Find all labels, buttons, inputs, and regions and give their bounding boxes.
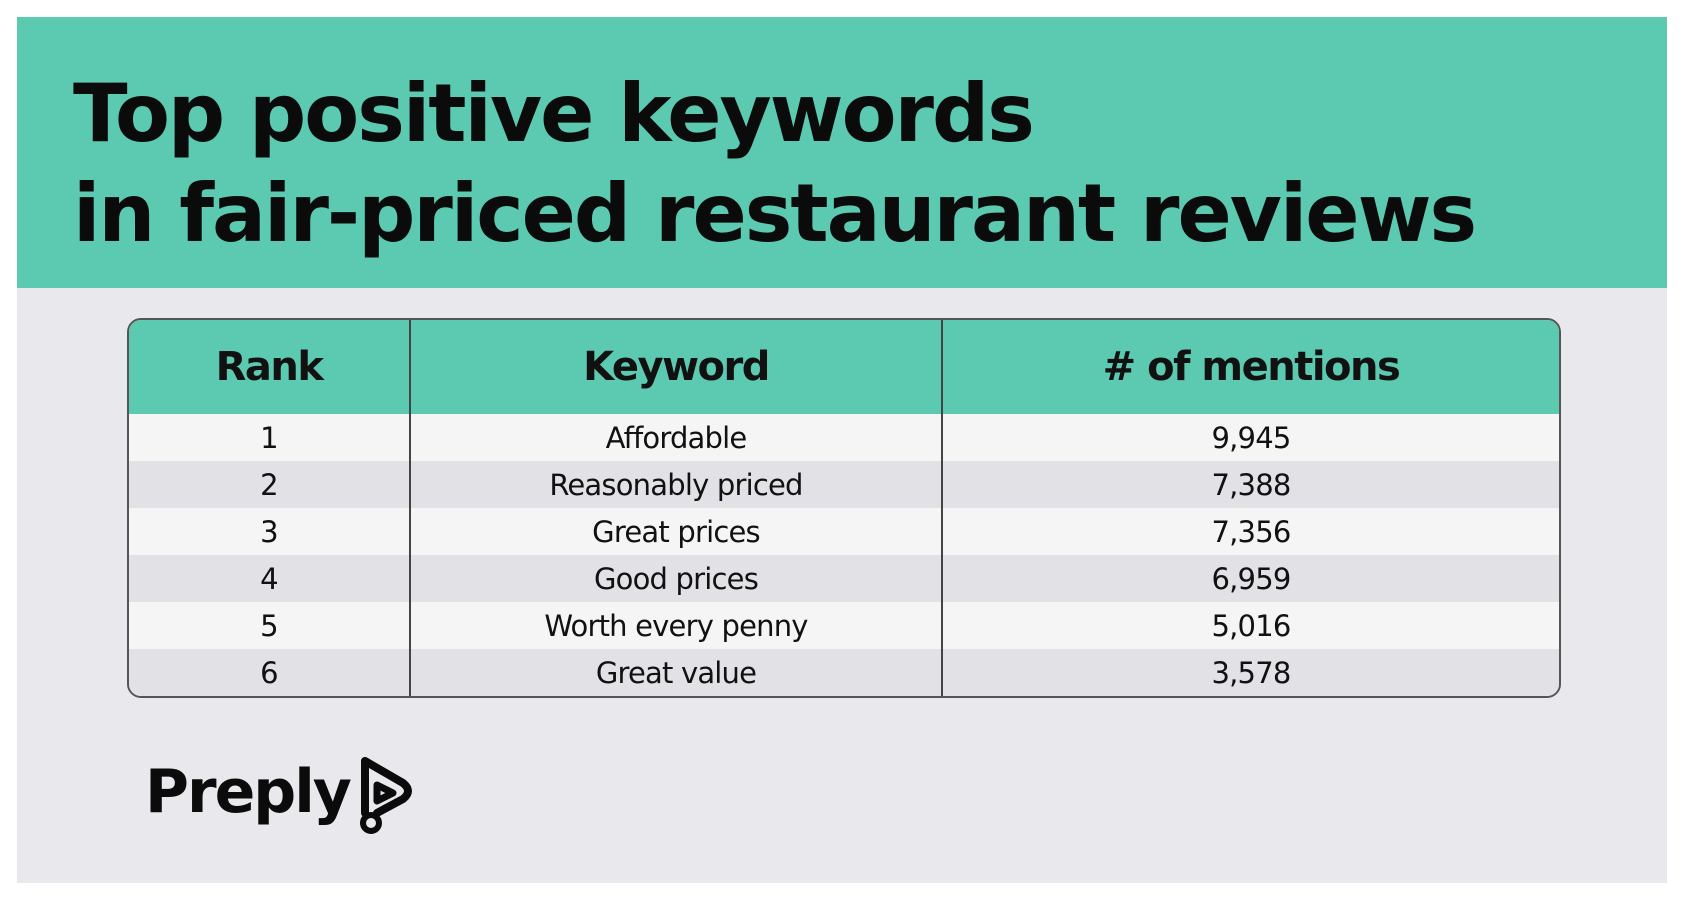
table-cell: Worth every penny xyxy=(411,602,943,649)
header-cell: Keyword xyxy=(411,320,943,414)
header: Top positive keywords in fair-priced res… xyxy=(17,17,1667,288)
table: Rank Keyword # of mentions 1 Affordable 9,945… xyxy=(127,318,1561,698)
table-cell: Great prices xyxy=(411,508,943,555)
table-cell: 3,578 xyxy=(943,649,1559,696)
title-line: Top positive keywords xyxy=(73,67,1035,160)
table-row: 5 Worth every penny 5,016 xyxy=(129,602,1559,649)
header-row: Rank Keyword # of mentions xyxy=(129,320,1559,414)
logo-text: Preply xyxy=(145,757,352,827)
table-row: 1 Affordable 9,945 xyxy=(129,414,1559,461)
table-cell: 9,945 xyxy=(1211,420,1291,455)
table-cell: 7,356 xyxy=(1211,514,1291,549)
table-cell: 5,016 xyxy=(1211,608,1291,643)
table-cell: 1 xyxy=(129,414,411,461)
table-cell: Great value xyxy=(411,649,943,696)
table-cell: 4 xyxy=(129,555,411,602)
table-cell: Good prices xyxy=(411,555,943,602)
table-row: 6 Great value 3,578 xyxy=(129,649,1559,696)
title-line: in fair-priced restaurant reviews xyxy=(73,167,1477,260)
header-cell: # of mentions xyxy=(943,320,1559,414)
canvas: Top positive keywords in fair-priced res… xyxy=(17,17,1667,883)
table-row: 4 Good prices 6,959 xyxy=(129,555,1559,602)
logo-icon xyxy=(360,757,412,834)
header-cell: Rank xyxy=(129,320,411,414)
table-cell: 6 xyxy=(129,649,411,696)
table-cell: Reasonably priced xyxy=(411,461,943,508)
table-cell: Affordable xyxy=(411,414,943,461)
table-cell: 2 xyxy=(129,461,411,508)
table-cell: 5 xyxy=(129,602,411,649)
table-row: 3 Great prices 7,356 xyxy=(129,508,1559,555)
table-cell: 7,388 xyxy=(943,461,1559,508)
table-cell: 6,959 xyxy=(943,555,1559,602)
table-cell: 3 xyxy=(129,508,411,555)
table-row: 2 Reasonably priced 7,388 xyxy=(129,461,1559,508)
